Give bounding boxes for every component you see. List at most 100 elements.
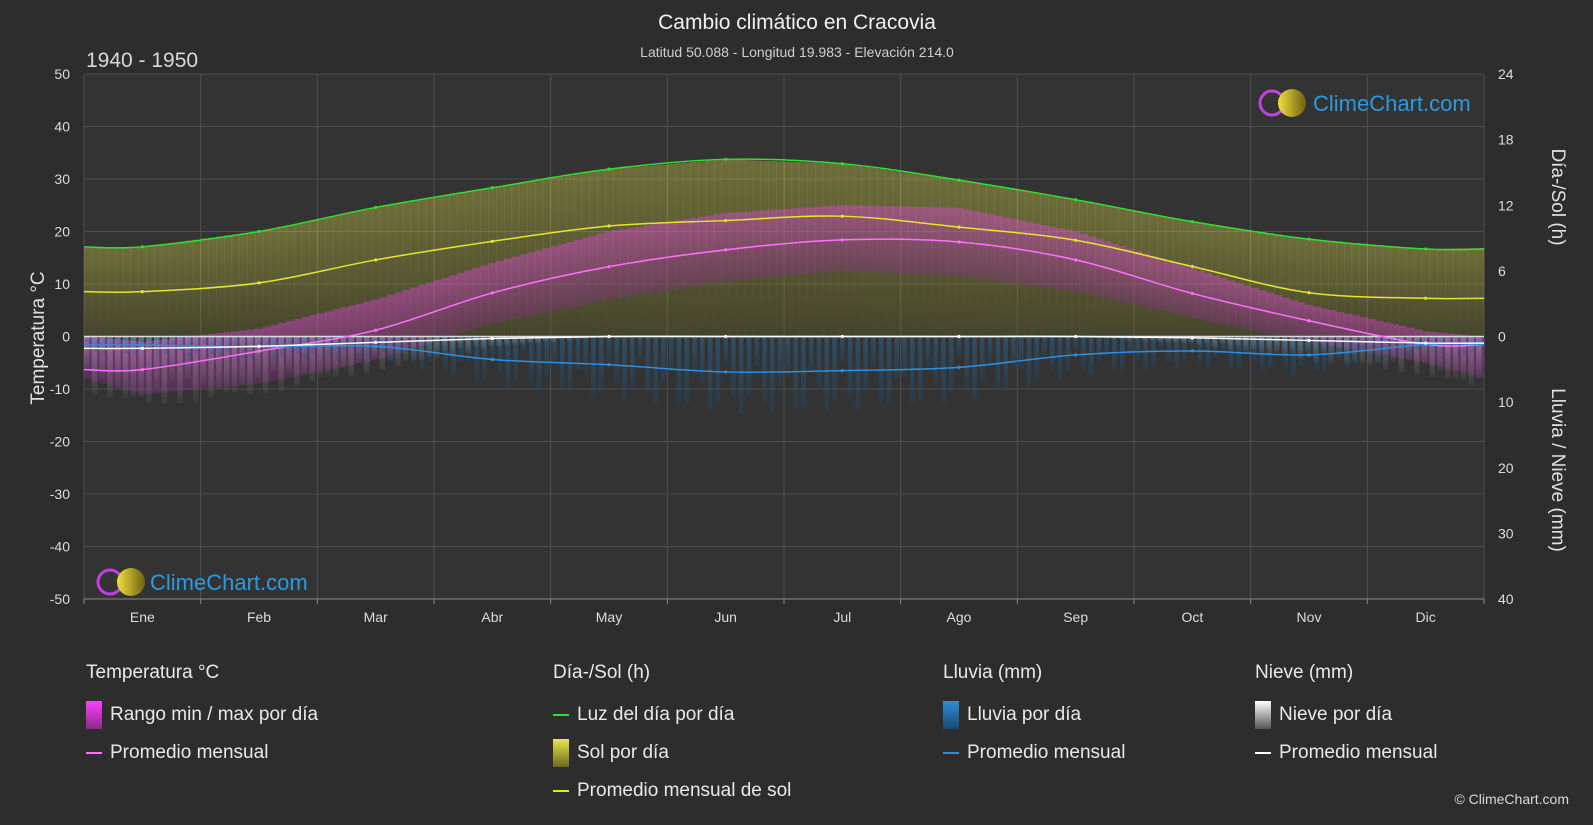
daylight-line-point — [840, 162, 844, 166]
right-bottom-tick-label: 20 — [1498, 460, 1514, 476]
climate-chart: Cambio climático en Cracovia Latitud 50.… — [28, 11, 1568, 625]
rain-bar — [715, 336, 721, 404]
rain-bar — [435, 336, 441, 353]
temp-range-bar — [1266, 292, 1275, 334]
temp-range-bar — [1134, 251, 1143, 306]
rain-bar — [855, 336, 861, 411]
daylight-bar — [1274, 234, 1283, 337]
legend-item: Rango min / max por día — [86, 696, 318, 734]
rain-avg-line-point — [840, 369, 844, 373]
rain-bar — [591, 336, 596, 396]
rain-bar — [847, 336, 853, 397]
rain-bar — [1260, 336, 1265, 374]
rain-bar — [700, 336, 705, 385]
rain-bar — [1446, 336, 1452, 347]
temp-range-bar — [1079, 233, 1088, 294]
rain-bar — [980, 336, 985, 381]
daylight-line-point — [374, 205, 378, 210]
temp-range-bar — [1001, 217, 1010, 283]
temp-range-bar — [1141, 253, 1150, 308]
rain-bar — [334, 336, 340, 359]
snow-bar — [262, 336, 269, 394]
sunshine-avg-line-point — [374, 258, 378, 262]
rain-bar — [707, 336, 713, 412]
rain-bar — [684, 336, 690, 406]
rain-bar — [1267, 336, 1273, 369]
rain-bar — [614, 336, 620, 384]
logo-top[interactable]: ClimeChart.com — [1258, 89, 1471, 117]
temp-range-bar — [1095, 238, 1104, 298]
temp-range-bar — [978, 212, 987, 280]
rain-bar — [692, 336, 697, 376]
daylight-bar — [434, 196, 443, 337]
rain-bar — [661, 336, 666, 383]
daylight-bar — [332, 215, 341, 337]
rain-bar — [85, 336, 91, 342]
sunshine-avg-line-point — [1307, 291, 1311, 295]
rain-bar — [871, 336, 876, 368]
sunshine-avg-line-point — [957, 225, 961, 229]
sunshine-avg-line — [83, 215, 1485, 300]
daylight-bar — [1367, 244, 1376, 337]
daylight-bar — [1359, 243, 1368, 337]
legend-label: Promedio mensual — [110, 742, 269, 763]
daylight-bar — [294, 223, 303, 337]
right-bottom-tick-label: 30 — [1498, 525, 1514, 541]
legend-label: Sol por día — [577, 742, 669, 763]
right-top-tick-label: 12 — [1498, 197, 1514, 213]
temp-range-bar — [986, 214, 995, 281]
left-tick-label: 30 — [54, 171, 70, 187]
rain-bar — [1376, 336, 1382, 363]
temp-range-bar — [667, 221, 676, 290]
snow-bar — [216, 336, 222, 390]
daylight-line-point — [1307, 237, 1311, 241]
rain-bar — [451, 336, 456, 377]
temp-range-bar — [612, 230, 621, 299]
rain-bar — [933, 336, 938, 386]
sunshine-avg-line-point — [140, 290, 144, 294]
daylight-bar — [1375, 245, 1384, 337]
daylight-bar — [1406, 247, 1415, 337]
rain-avg-line-point — [957, 365, 961, 369]
legend-label: Promedio mensual — [1279, 742, 1438, 763]
logo-bottom[interactable]: ClimeChart.com — [96, 568, 308, 596]
daylight-bar — [1390, 246, 1399, 337]
daylight-bar — [402, 202, 411, 337]
snow-bar — [192, 336, 199, 402]
daylight-line — [83, 158, 1485, 251]
rain-bar — [1088, 336, 1094, 376]
month-tick-label: Jun — [714, 609, 737, 625]
right-bottom-tick-label: 10 — [1498, 394, 1514, 410]
rain-bar — [256, 336, 262, 349]
daylight-bar — [457, 193, 466, 337]
snow-avg-line-point — [607, 334, 611, 339]
daylight-bar — [426, 198, 435, 337]
temp-range-bar — [1056, 228, 1065, 290]
logo-text: ClimeChart.com — [1313, 91, 1471, 116]
rain-bar — [785, 336, 791, 378]
rain-bar — [1158, 336, 1164, 350]
snow-avg-line-point — [257, 344, 261, 348]
period-label: 1940 - 1950 — [86, 49, 198, 72]
daylight-bar — [387, 204, 396, 337]
legend-item: Promedio mensual — [86, 734, 318, 772]
rain-bar — [357, 336, 363, 358]
rain-bar — [777, 336, 783, 386]
snow-bar — [1468, 336, 1474, 386]
temp-range-bar — [846, 205, 855, 272]
rain-bar — [412, 336, 417, 362]
rain-bar — [1096, 336, 1102, 363]
legend-swatch — [553, 790, 569, 792]
daylight-bar — [418, 199, 427, 337]
snow-bar — [1476, 336, 1482, 379]
daylight-bar — [364, 209, 373, 337]
daylight-bar — [441, 195, 450, 337]
rain-bar — [178, 336, 184, 352]
daylight-bar — [449, 194, 458, 337]
temp-range-bar — [924, 207, 933, 275]
daylight-bar — [278, 226, 287, 337]
legend-item: Nieve por día — [1255, 696, 1437, 734]
daylight-line-point — [490, 186, 494, 190]
rain-bar — [1190, 336, 1195, 349]
daylight-bar — [1468, 248, 1477, 337]
